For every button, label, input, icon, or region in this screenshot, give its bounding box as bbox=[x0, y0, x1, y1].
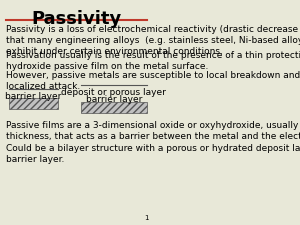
Text: However, passive metals are susceptible to local breakdown and accelerated
local: However, passive metals are susceptible … bbox=[6, 71, 300, 92]
Text: barrier layer: barrier layer bbox=[5, 92, 62, 101]
Text: deposit or porous layer: deposit or porous layer bbox=[61, 88, 166, 97]
Text: Passivation usually is the result of the presence of a thin protective oxide or : Passivation usually is the result of the… bbox=[6, 51, 300, 72]
Text: Could be a bilayer structure with a porous or hydrated deposit layer on top of
b: Could be a bilayer structure with a poro… bbox=[6, 144, 300, 164]
Text: Passivity is a loss of electrochemical reactivity (drastic decrease in corrosion: Passivity is a loss of electrochemical r… bbox=[6, 25, 300, 56]
FancyBboxPatch shape bbox=[9, 98, 58, 109]
Text: Passivity: Passivity bbox=[31, 10, 122, 28]
FancyBboxPatch shape bbox=[81, 102, 147, 113]
Text: Passive films are a 3-dimensional oxide or oxyhydroxide, usually nm in
thickness: Passive films are a 3-dimensional oxide … bbox=[6, 122, 300, 142]
Text: 1: 1 bbox=[144, 215, 148, 221]
Text: barrier layer: barrier layer bbox=[86, 95, 142, 104]
